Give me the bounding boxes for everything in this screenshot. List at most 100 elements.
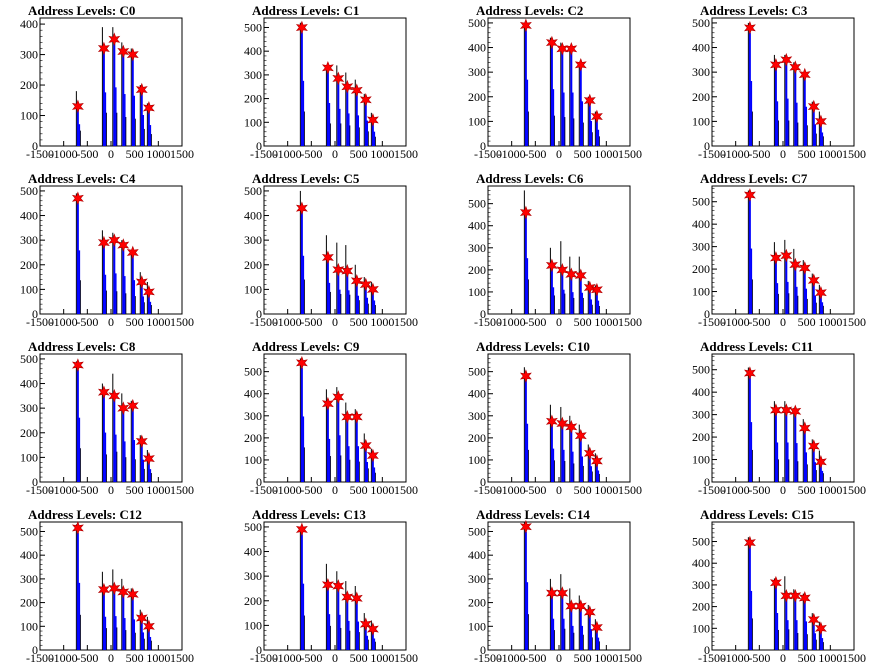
x-tick-label: 500 <box>798 651 816 665</box>
x-tick-label: 0 <box>332 315 338 329</box>
y-tick-label: 400 <box>468 387 486 401</box>
x-tick-label: 500 <box>798 483 816 497</box>
y-tick-label: 500 <box>244 184 262 198</box>
x-tick-label: 500 <box>350 315 368 329</box>
peak-marker <box>97 582 110 597</box>
y-tick-label: 0 <box>704 307 710 321</box>
y-tick-label: 0 <box>256 307 262 321</box>
peak-marker <box>321 60 334 75</box>
y-tick-label: 0 <box>32 643 38 657</box>
y-tick-label: 400 <box>244 545 262 559</box>
y-tick-label: 200 <box>244 431 262 445</box>
y-tick-label: 500 <box>692 16 710 30</box>
x-tick-label: 1500 <box>842 315 866 329</box>
x-tick-label: -1500 <box>698 315 726 329</box>
x-tick-label: 500 <box>126 651 144 665</box>
peak-marker <box>366 113 379 127</box>
panel-title: Address Levels: C0 <box>28 3 135 18</box>
y-tick-label: 500 <box>244 20 262 34</box>
y-tick-label: 300 <box>468 241 486 255</box>
peak-marker <box>574 428 587 443</box>
y-tick-label: 200 <box>20 596 38 610</box>
y-tick-label: 100 <box>692 114 710 128</box>
peak-marker <box>350 410 363 424</box>
x-tick-label: 1500 <box>394 483 418 497</box>
panel-1: Address Levels: C10100200300400500-1500-… <box>244 3 418 161</box>
panel-title: Address Levels: C8 <box>28 339 136 354</box>
x-tick-label: 0 <box>108 147 114 161</box>
peak-marker <box>798 591 811 605</box>
y-tick-label: 300 <box>20 48 38 62</box>
plot-frame <box>263 353 407 483</box>
peak-marker <box>590 282 603 297</box>
x-tick-label: 500 <box>126 147 144 161</box>
y-tick-label: 300 <box>692 408 710 422</box>
peak-marker <box>814 454 827 469</box>
x-tick-label: -500 <box>748 483 770 497</box>
y-tick-label: 300 <box>468 409 486 423</box>
y-tick-label: 200 <box>20 426 38 440</box>
peak-marker <box>366 448 379 463</box>
peak-marker <box>545 414 558 429</box>
x-tick-label: 1500 <box>394 147 418 161</box>
panel-title: Address Levels: C12 <box>28 507 142 522</box>
peak-marker <box>126 47 139 62</box>
y-tick-label: 0 <box>704 475 710 489</box>
peak-marker <box>341 264 354 278</box>
x-tick-label: 500 <box>350 651 368 665</box>
peak-marker <box>359 438 372 453</box>
y-tick-label: 300 <box>244 569 262 583</box>
x-tick-label: 500 <box>798 315 816 329</box>
x-tick-label: 1500 <box>842 483 866 497</box>
x-tick-label: 0 <box>780 483 786 497</box>
x-tick-label: -500 <box>524 315 546 329</box>
peak-marker <box>71 521 84 535</box>
x-tick-label: 500 <box>574 315 592 329</box>
x-tick-label: -500 <box>524 483 546 497</box>
x-tick-label: -1000 <box>50 147 78 161</box>
panel-title: Address Levels: C4 <box>28 171 136 186</box>
plot-frame <box>263 521 407 651</box>
panel-title: Address Levels: C3 <box>700 3 808 18</box>
y-tick-label: 200 <box>20 258 38 272</box>
peak-marker <box>321 396 334 411</box>
x-tick-label: -1000 <box>722 483 750 497</box>
y-tick-label: 400 <box>244 44 262 58</box>
panel-15: Address Levels: C15 0 100 200 300 400 500 -1500… <box>692 507 866 665</box>
y-tick-label: 400 <box>692 217 710 231</box>
peak-marker <box>743 366 756 380</box>
y-tick-label: 400 <box>244 387 262 401</box>
x-tick-label: -1000 <box>50 315 78 329</box>
x-tick-label: -1500 <box>474 315 502 329</box>
x-tick-label: 1500 <box>394 651 418 665</box>
y-tick-label: 0 <box>480 307 486 321</box>
panel-title: Address Levels: C10 <box>476 339 590 354</box>
panel-title: Address Levels: C5 <box>252 171 360 186</box>
peak-marker <box>814 114 827 129</box>
peak-marker <box>590 454 603 468</box>
plot-frame <box>711 353 855 483</box>
plot-frame <box>487 353 631 483</box>
x-tick-label: -1500 <box>26 315 54 329</box>
y-tick-label: 200 <box>692 430 710 444</box>
y-tick-label: 100 <box>692 621 710 635</box>
panel-4: Address Levels: C40100200300400500-1500-… <box>20 171 194 329</box>
x-tick-label: 1500 <box>618 147 642 161</box>
x-tick-label: 0 <box>556 651 562 665</box>
peak-marker <box>142 284 155 299</box>
plot-frame <box>263 17 407 147</box>
x-tick-label: 1000 <box>818 147 842 161</box>
peak-marker <box>117 401 130 416</box>
peak-marker <box>814 621 827 636</box>
peak-marker <box>359 92 372 107</box>
panel-2: Address Levels: C20100200300400500-1500-… <box>468 3 642 161</box>
panel-title: Address Levels: C14 <box>476 507 590 522</box>
peak-marker <box>295 355 308 370</box>
x-tick-label: 1500 <box>618 483 642 497</box>
y-tick-label: 200 <box>468 90 486 104</box>
plot-frame <box>39 185 183 315</box>
x-tick-label: 1000 <box>146 315 170 329</box>
x-tick-label: -1000 <box>722 315 750 329</box>
peak-marker <box>71 358 84 372</box>
